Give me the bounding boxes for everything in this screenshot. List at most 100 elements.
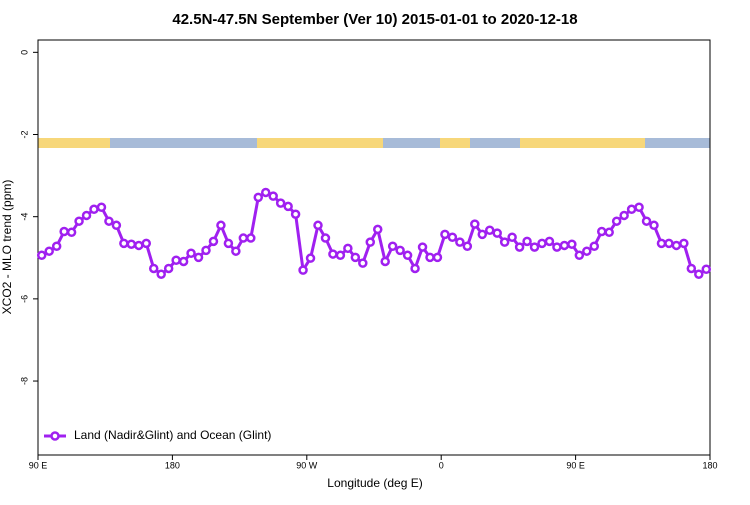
data-point	[343, 243, 353, 254]
data-point	[477, 229, 488, 240]
data-point	[253, 192, 264, 203]
data-point	[231, 246, 241, 256]
data-point	[634, 202, 644, 212]
x-tick-label: 180	[165, 460, 180, 470]
data-point	[619, 210, 629, 221]
data-point	[559, 240, 570, 251]
data-point	[193, 252, 204, 263]
y-tick-label: 0	[19, 50, 29, 55]
data-point	[395, 245, 405, 256]
data-point	[537, 238, 547, 249]
data-point	[701, 264, 712, 275]
data-point	[283, 201, 293, 212]
data-point	[447, 232, 458, 242]
data-point	[134, 240, 144, 251]
y-axis-label: XCO2 - MLO trend (ppm)	[0, 180, 14, 315]
data-point	[171, 255, 181, 265]
data-point	[44, 246, 54, 256]
data-point	[626, 204, 637, 215]
data-point	[567, 239, 577, 249]
data-point	[335, 250, 346, 261]
legend-marker	[50, 431, 60, 441]
data-point	[440, 229, 450, 240]
y-tick-label: -8	[19, 377, 29, 385]
data-point	[499, 237, 510, 247]
data-point	[552, 242, 562, 252]
data-point	[178, 256, 189, 267]
data-point	[260, 187, 271, 198]
data-point	[238, 233, 249, 243]
data-point	[529, 242, 540, 252]
data-point	[163, 263, 174, 274]
data-point	[365, 237, 376, 247]
x-tick-label: 90 W	[296, 460, 318, 470]
data-point	[649, 220, 659, 231]
data-point	[425, 252, 435, 263]
plot-frame	[37, 39, 711, 456]
data-point	[417, 242, 428, 252]
data-point	[141, 238, 152, 249]
data-point	[686, 263, 697, 274]
data-point	[582, 246, 592, 256]
data-point	[402, 250, 413, 261]
x-axis-label: Longitude (deg E)	[327, 476, 422, 490]
chart-title: 42.5N-47.5N September (Ver 10) 2015-01-0…	[172, 11, 577, 28]
data-point	[148, 263, 159, 274]
data-point	[604, 227, 614, 238]
data-point	[66, 227, 77, 238]
data-point	[372, 224, 383, 235]
data-point	[596, 226, 607, 237]
data-point	[313, 220, 323, 231]
data-point	[514, 242, 525, 252]
data-point	[305, 253, 316, 263]
data-point	[507, 232, 517, 242]
data-point	[208, 236, 219, 247]
data-point	[81, 210, 92, 221]
data-point	[36, 250, 47, 261]
data-point	[156, 269, 166, 279]
data-point	[410, 263, 420, 274]
data-point	[51, 241, 62, 252]
data-point	[119, 238, 129, 249]
data-point	[380, 256, 390, 267]
data-point	[290, 209, 301, 219]
data-point	[462, 241, 473, 252]
data-point	[111, 220, 122, 231]
data-point	[89, 204, 99, 215]
data-point	[679, 238, 689, 249]
data-point	[589, 241, 600, 252]
data-point	[387, 241, 398, 252]
data-point	[201, 245, 211, 256]
data-point	[246, 233, 256, 243]
x-tick-label: 180	[702, 460, 717, 470]
data-point	[484, 225, 495, 235]
data-point	[268, 191, 278, 201]
x-tick-label: 0	[439, 460, 444, 470]
data-point	[126, 239, 137, 249]
data-point	[694, 269, 704, 279]
data-point	[664, 238, 674, 249]
y-tick-label: -6	[19, 295, 29, 303]
data-point	[104, 216, 114, 226]
data-point	[74, 216, 84, 226]
data-point	[432, 252, 443, 263]
data-point	[328, 249, 338, 259]
data-point	[216, 220, 226, 231]
data-point	[492, 228, 502, 238]
data-point	[358, 258, 368, 268]
data-point	[455, 237, 465, 247]
data-point	[275, 198, 286, 208]
data-point	[298, 265, 308, 275]
land-band	[38, 138, 645, 148]
data-point	[59, 226, 69, 237]
data-point	[223, 238, 234, 249]
data-point	[641, 216, 652, 226]
x-tick-label: 90 E	[29, 460, 48, 470]
data-point	[470, 219, 480, 229]
y-tick-label: -4	[19, 213, 29, 221]
data-point	[96, 202, 107, 212]
data-point	[186, 248, 196, 259]
data-point	[320, 233, 331, 243]
legend-label: Land (Nadir&Glint) and Ocean (Glint)	[74, 428, 271, 442]
